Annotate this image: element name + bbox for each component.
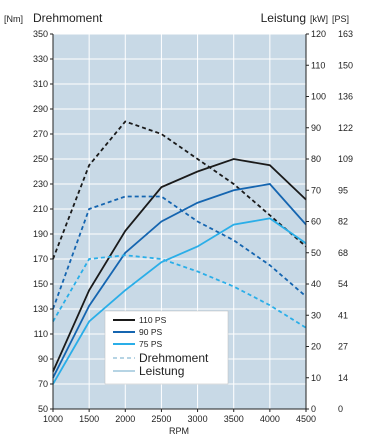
right-ps-tick-label: 109 (338, 154, 353, 164)
x-tick-label: 2500 (151, 414, 171, 424)
right-ps-tick-label: 163 (338, 29, 353, 39)
left-tick-label: 90 (38, 354, 48, 364)
legend-entry-label: 75 PS (139, 339, 162, 349)
x-tick-label: 4000 (260, 414, 280, 424)
left-tick-label: 310 (33, 79, 48, 89)
axes: 5070901101301501701902102302502702903103… (33, 29, 353, 424)
left-axis-title: Drehmoment (33, 11, 103, 25)
legend-entry-label: 110 PS (139, 315, 167, 325)
x-axis-label: RPM (169, 426, 189, 436)
right-kw-tick-label: 10 (311, 373, 321, 383)
right-kw-tick-label: 120 (311, 29, 326, 39)
torque-line-75-ps (52, 254, 307, 329)
right-ps-tick-label: 54 (338, 279, 348, 289)
right-kw-tick-label: 60 (311, 217, 321, 227)
x-tick-label: 1000 (43, 414, 63, 424)
right-ps-tick-label: 122 (338, 123, 353, 133)
right-ps-tick-label: 27 (338, 342, 348, 352)
left-tick-label: 250 (33, 154, 48, 164)
torque-line-110-ps (52, 120, 307, 260)
legend-style-label: Leistung (139, 364, 184, 378)
power-line-90-ps (52, 183, 307, 379)
right-ps-tick-label: 0 (338, 404, 343, 414)
right-ps-tick-label: 68 (338, 248, 348, 258)
right-kw-tick-label: 30 (311, 310, 321, 320)
series-group (52, 120, 307, 385)
left-tick-label: 130 (33, 304, 48, 314)
right-ps-tick-label: 136 (338, 92, 353, 102)
right-ps-tick-label: 41 (338, 310, 348, 320)
right-kw-tick-label: 100 (311, 92, 326, 102)
x-tick-label: 3000 (188, 414, 208, 424)
torque-line-90-ps (52, 195, 307, 310)
x-tick-label: 2000 (115, 414, 135, 424)
left-tick-label: 190 (33, 229, 48, 239)
left-tick-label: 170 (33, 254, 48, 264)
right-kw-tick-label: 40 (311, 279, 321, 289)
left-tick-label: 330 (33, 54, 48, 64)
right-unit-kw-label: [kW] (310, 14, 328, 24)
legend-entry-label: 90 PS (139, 327, 162, 337)
right-ps-tick-label: 14 (338, 373, 348, 383)
x-tick-label: 1500 (79, 414, 99, 424)
right-kw-tick-label: 80 (311, 154, 321, 164)
left-tick-label: 70 (38, 379, 48, 389)
left-tick-label: 230 (33, 179, 48, 189)
legend-style-label: Drehmoment (139, 351, 209, 365)
x-tick-label: 3500 (224, 414, 244, 424)
right-kw-tick-label: 90 (311, 123, 321, 133)
power-line-75-ps (52, 217, 307, 385)
right-kw-tick-label: 70 (311, 185, 321, 195)
x-tick-label: 4500 (296, 414, 316, 424)
left-tick-label: 270 (33, 129, 48, 139)
right-unit-ps-label: [PS] (332, 14, 349, 24)
left-tick-label: 350 (33, 29, 48, 39)
right-kw-tick-label: 20 (311, 342, 321, 352)
legend-box (104, 310, 229, 385)
right-kw-tick-label: 50 (311, 248, 321, 258)
left-tick-label: 210 (33, 204, 48, 214)
right-axis-title: Leistung (261, 11, 306, 25)
left-tick-label: 290 (33, 104, 48, 114)
right-kw-tick-label: 110 (311, 60, 325, 70)
left-tick-label: 50 (38, 404, 48, 414)
right-ps-tick-label: 150 (338, 60, 353, 70)
right-ps-tick-label: 82 (338, 217, 348, 227)
right-kw-tick-label: 0 (311, 404, 316, 414)
power-line-110-ps (52, 158, 307, 372)
left-tick-label: 150 (33, 279, 48, 289)
left-tick-label: 110 (34, 329, 48, 339)
left-unit-label: [Nm] (4, 14, 23, 24)
right-ps-tick-label: 95 (338, 185, 348, 195)
